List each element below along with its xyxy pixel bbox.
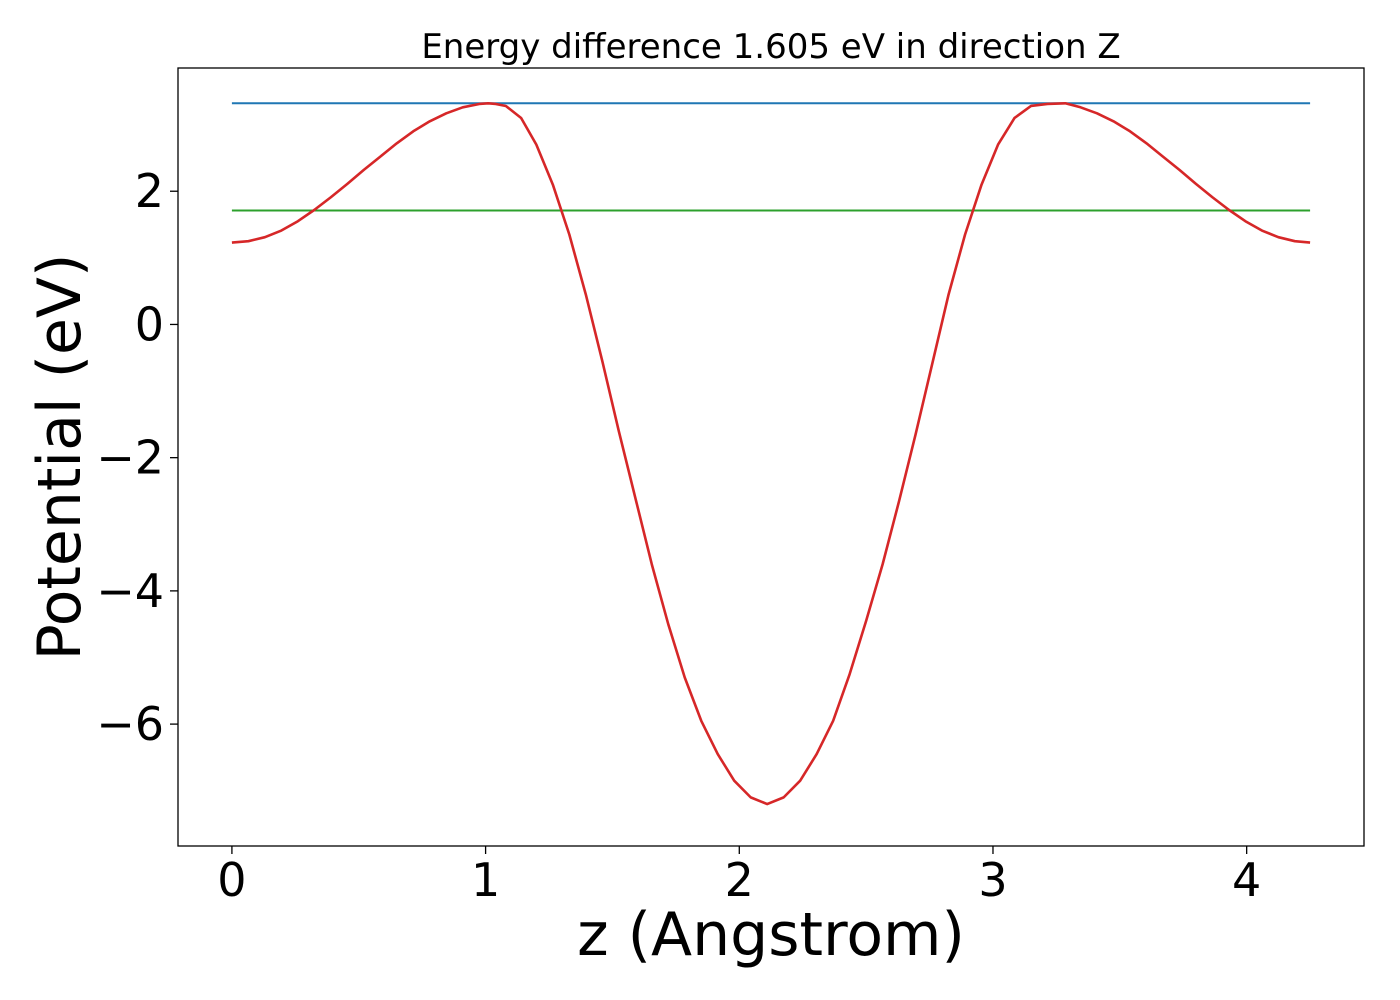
x-axis-ticks: 0 1 2 3 4 xyxy=(217,846,1261,907)
x-tick-label: 2 xyxy=(725,853,754,907)
y-tick-label: 0 xyxy=(135,297,164,351)
y-tick-label: −4 xyxy=(96,564,164,618)
plot-frame xyxy=(177,67,1365,847)
potential-curve-line xyxy=(231,102,1311,806)
y-tick-label: −2 xyxy=(96,431,164,485)
chart-title: Energy difference 1.605 eV in direction … xyxy=(421,27,1120,67)
x-axis-label: z (Angstrom) xyxy=(577,900,965,970)
x-tick-label: 0 xyxy=(217,853,246,907)
series-layer xyxy=(231,102,1311,806)
y-axis-label: Potential (eV) xyxy=(25,254,95,661)
y-axis-ticks: −6 −4 −2 0 2 xyxy=(96,164,178,751)
x-tick-label: 4 xyxy=(1232,853,1261,907)
y-tick-label: −6 xyxy=(96,697,164,751)
y-tick-label: 2 xyxy=(135,164,164,218)
x-tick-label: 1 xyxy=(471,853,500,907)
x-tick-label: 3 xyxy=(978,853,1007,907)
